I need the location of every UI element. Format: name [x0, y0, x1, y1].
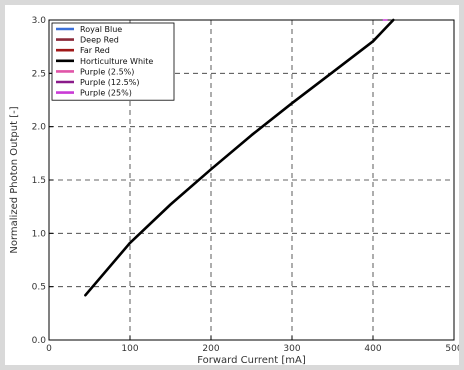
- y-tick-label: 2.5: [32, 69, 46, 79]
- x-axis-label: Forward Current [mA]: [197, 355, 306, 365]
- y-tick-label: 1.5: [32, 176, 46, 186]
- x-axis-ticks: 0 100 200 300 400 500: [46, 336, 459, 354]
- legend-entry: Royal Blue: [80, 25, 122, 34]
- y-axis-label: Normalized Photon Output [-]: [9, 106, 20, 253]
- y-tick-label: 2.0: [32, 123, 47, 133]
- y-tick-label: 1.0: [32, 229, 47, 239]
- x-tick-label: 500: [445, 344, 459, 354]
- x-tick-label: 100: [121, 344, 138, 354]
- legend-entry: Purple (25%): [80, 89, 132, 98]
- legend-entry: Purple (2.5%): [80, 67, 134, 76]
- legend-entry: Far Red: [80, 46, 110, 55]
- x-tick-label: 400: [364, 344, 381, 354]
- y-axis-ticks: 0.0 0.5 1.0 1.5 2.0 2.5 3.0: [32, 16, 53, 346]
- line-chart: 0 100 200 300 400 500 0.0 0.5 1.0 1.5 2.0 2.5 3.0 F…: [9, 16, 459, 365]
- x-tick-label: 0: [46, 344, 52, 354]
- series-line: [84, 18, 395, 297]
- x-tick-label: 200: [202, 344, 219, 354]
- series-layer: [84, 18, 395, 297]
- x-tick-label: 300: [283, 344, 300, 354]
- legend-entry: Deep Red: [80, 36, 119, 45]
- chart-figure: 0 100 200 300 400 500 0.0 0.5 1.0 1.5 2.0 2.5 3.0 F…: [5, 5, 459, 365]
- y-tick-label: 0.0: [32, 336, 47, 346]
- legend-entry: Horticulture White: [80, 57, 153, 66]
- legend-entry: Purple (12.5%): [80, 78, 139, 87]
- y-tick-label: 3.0: [32, 16, 47, 26]
- y-tick-label: 0.5: [32, 283, 46, 293]
